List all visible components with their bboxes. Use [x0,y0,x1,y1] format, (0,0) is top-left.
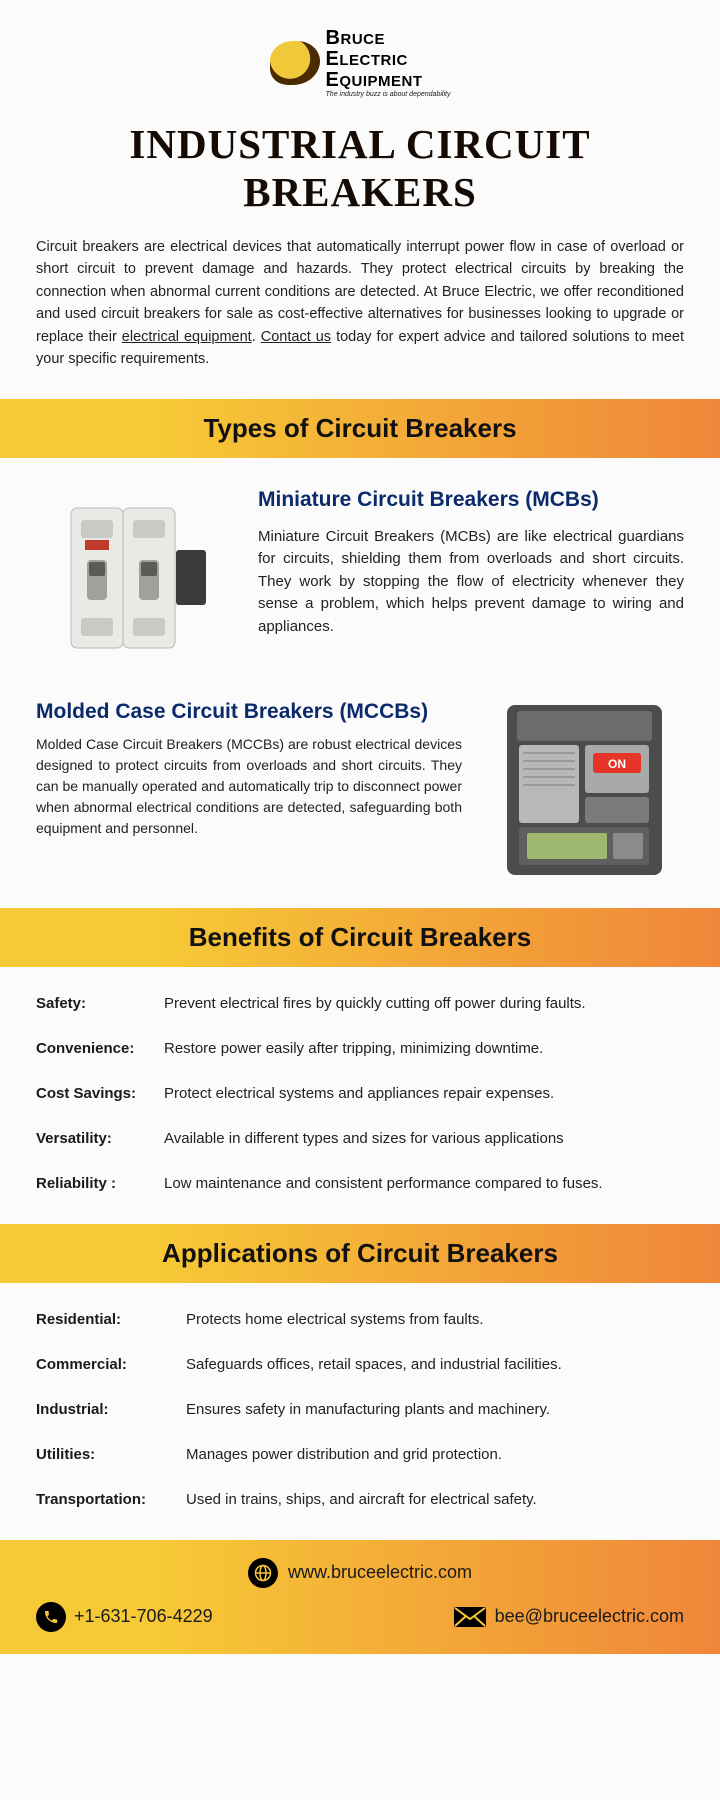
globe-icon [248,1558,278,1588]
logo-text-block: BRUCE ELECTRIC EQUIPMENT The industry bu… [326,28,451,98]
app-value: Manages power distribution and grid prot… [186,1444,502,1465]
app-label: Transportation: [36,1489,176,1510]
applications-list: Residential: Protects home electrical sy… [0,1283,720,1540]
benefit-value: Prevent electrical fires by quickly cutt… [164,993,586,1014]
mcb-desc: Miniature Circuit Breakers (MCBs) are li… [258,526,684,639]
list-item: Industrial: Ensures safety in manufactur… [36,1399,684,1420]
logo-area: BRUCE ELECTRIC EQUIPMENT The industry bu… [0,0,720,108]
phone-item: +1-631-706-4229 [36,1602,213,1632]
logo-text: BRUCE ELECTRIC EQUIPMENT [326,28,451,91]
benefit-label: Versatility: [36,1128,154,1149]
website-text[interactable]: www.bruceelectric.com [288,1562,472,1583]
benefit-label: Cost Savings: [36,1083,154,1104]
benefit-value: Low maintenance and consistent performan… [164,1173,603,1194]
on-label: ON [608,757,626,771]
list-item: Cost Savings: Protect electrical systems… [36,1083,684,1104]
section-band-types: Types of Circuit Breakers [0,399,720,458]
mcb-device-icon [41,490,231,665]
list-item: Safety: Prevent electrical fires by quic… [36,993,684,1014]
intro-paragraph: Circuit breakers are electrical devices … [0,236,720,399]
link-electrical-equipment[interactable]: electrical equipment [122,329,252,345]
benefit-label: Safety: [36,993,154,1014]
footer-contact-row: +1-631-706-4229 bee@bruceelectric.com [36,1602,684,1632]
benefit-value: Protect electrical systems and appliance… [164,1083,554,1104]
footer: www.bruceelectric.com +1-631-706-4229 be… [0,1540,720,1654]
benefit-value: Available in different types and sizes f… [164,1128,564,1149]
phone-icon [36,1602,66,1632]
list-item: Commercial: Safeguards offices, retail s… [36,1354,684,1375]
list-item: Transportation: Used in trains, ships, a… [36,1489,684,1510]
app-label: Commercial: [36,1354,176,1375]
list-item: Reliability : Low maintenance and consis… [36,1173,684,1194]
mccb-text: Molded Case Circuit Breakers (MCCBs) Mol… [36,700,462,839]
mccb-image: ON [484,700,684,880]
mccb-desc: Molded Case Circuit Breakers (MCCBs) are… [36,734,462,839]
infographic-page: BRUCE ELECTRIC EQUIPMENT The industry bu… [0,0,720,1654]
logo-line1: RUCE [340,31,385,48]
section-band-applications: Applications of Circuit Breakers [0,1224,720,1283]
list-item: Residential: Protects home electrical sy… [36,1309,684,1330]
benefit-label: Convenience: [36,1038,154,1059]
mccb-device-icon: ON [487,697,682,882]
benefit-value: Restore power easily after tripping, min… [164,1038,543,1059]
email-text[interactable]: bee@bruceelectric.com [495,1606,684,1627]
benefit-label: Reliability : [36,1173,154,1194]
app-value: Used in trains, ships, and aircraft for … [186,1489,537,1510]
logo-wrap: BRUCE ELECTRIC EQUIPMENT The industry bu… [270,28,451,98]
page-title: INDUSTRIAL CIRCUIT BREAKERS [0,108,720,236]
logo-line3: QUIPMENT [339,73,422,90]
section-band-benefits: Benefits of Circuit Breakers [0,908,720,967]
list-item: Versatility: Available in different type… [36,1128,684,1149]
phone-text[interactable]: +1-631-706-4229 [74,1606,213,1627]
app-label: Industrial: [36,1399,176,1420]
logo-bee-icon [270,41,320,85]
app-value: Protects home electrical systems from fa… [186,1309,484,1330]
email-item: bee@bruceelectric.com [453,1606,684,1628]
app-value: Safeguards offices, retail spaces, and i… [186,1354,562,1375]
mccb-title: Molded Case Circuit Breakers (MCCBs) [36,700,462,724]
intro-text-2: . [252,329,261,345]
logo-line2: LECTRIC [339,52,408,69]
app-value: Ensures safety in manufacturing plants a… [186,1399,550,1420]
mcb-title: Miniature Circuit Breakers (MCBs) [258,488,684,512]
list-item: Convenience: Restore power easily after … [36,1038,684,1059]
logo-tagline: The industry buzz is about dependability [326,91,451,98]
benefits-list: Safety: Prevent electrical fires by quic… [0,967,720,1224]
footer-website-row: www.bruceelectric.com [36,1558,684,1588]
mail-icon [453,1606,487,1628]
list-item: Utilities: Manages power distribution an… [36,1444,684,1465]
app-label: Utilities: [36,1444,176,1465]
link-contact-us[interactable]: Contact us [261,329,331,345]
type-row-mccb: Molded Case Circuit Breakers (MCCBs) Mol… [0,690,720,908]
mcb-text: Miniature Circuit Breakers (MCBs) Miniat… [258,488,684,639]
mcb-image [36,488,236,668]
app-label: Residential: [36,1309,176,1330]
type-row-mcb: Miniature Circuit Breakers (MCBs) Miniat… [0,458,720,690]
